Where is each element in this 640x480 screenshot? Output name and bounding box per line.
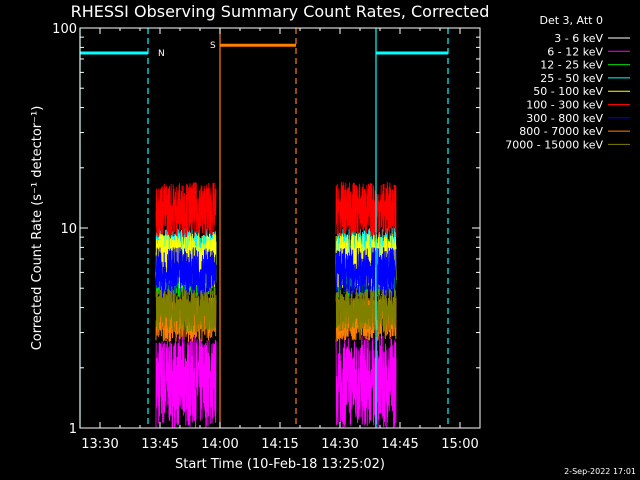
- y-axis-label: Corrected Count Rate (s⁻¹ detector⁻¹): [30, 106, 45, 351]
- y-tick-label-1: 10: [60, 222, 77, 237]
- legend-label-6: 300 - 800 keV: [526, 112, 603, 125]
- legend-header: Det 3, Att 0: [540, 14, 604, 27]
- axes-group: 13:30 13:45 14:00 14:15 14:30 14:45 15:00 1 10 10…: [52, 22, 481, 452]
- footer-date: 2-Sep-2022 17:01: [564, 467, 636, 476]
- legend-label-7: 800 - 7000 keV: [519, 125, 603, 138]
- x-tick-label-2: 14:00: [201, 437, 238, 452]
- legend-label-8: 7000 - 15000 keV: [505, 138, 603, 151]
- series-line-5-seg-0: [155, 181, 217, 238]
- legend-label-3: 25 - 50 keV: [540, 72, 603, 85]
- series-line-6-seg-0: [155, 247, 217, 298]
- series-line-8-seg-1: [335, 288, 397, 333]
- flag-label-1: S: [210, 41, 216, 51]
- series-line-1-seg-1: [335, 335, 397, 428]
- y-tick-label-0: 1: [69, 422, 77, 437]
- legend-label-4: 50 - 100 keV: [533, 85, 603, 98]
- x-tick-label-1: 13:45: [141, 437, 178, 452]
- chart-title: RHESSI Observing Summary Count Rates, Co…: [71, 2, 490, 21]
- x-tick-label-4: 14:30: [321, 437, 358, 452]
- y-tick-label-2: 100: [52, 22, 77, 37]
- legend-label-2: 12 - 25 keV: [540, 59, 603, 72]
- x-tick-label-0: 13:30: [81, 437, 118, 452]
- x-axis-label: Start Time (10-Feb-18 13:25:02): [175, 457, 385, 472]
- x-tick-label-3: 14:15: [261, 437, 298, 452]
- x-tick-label-6: 15:00: [441, 437, 478, 452]
- legend-label-5: 100 - 300 keV: [526, 99, 603, 112]
- flag-label-0: N: [158, 49, 165, 59]
- x-tick-label-5: 14:45: [381, 437, 418, 452]
- series-line-6-seg-1: [335, 246, 397, 298]
- series-line-8-seg-0: [155, 288, 217, 333]
- series-line-5-seg-1: [335, 181, 397, 238]
- series-line-1-seg-0: [155, 335, 217, 429]
- legend-label-1: 6 - 12 keV: [547, 45, 603, 58]
- legend-label-0: 3 - 6 keV: [554, 32, 603, 45]
